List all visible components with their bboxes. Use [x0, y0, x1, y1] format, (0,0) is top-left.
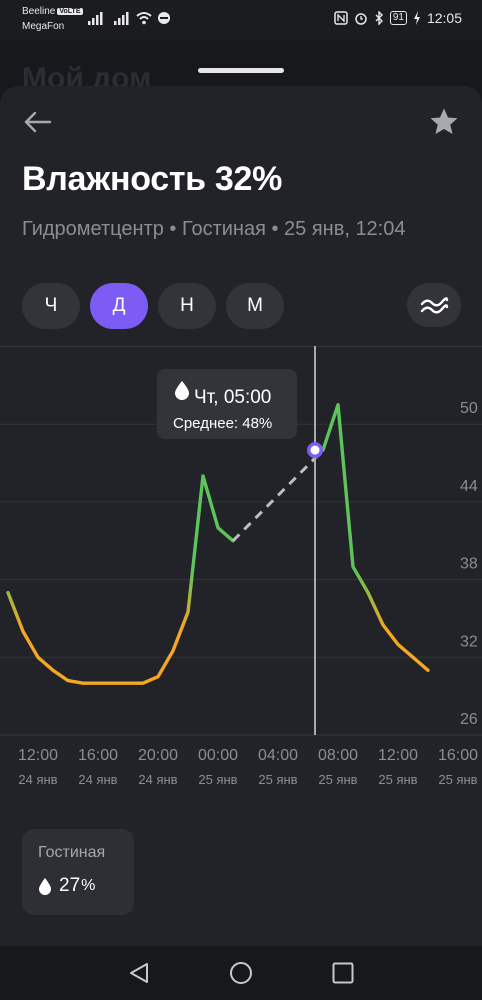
y-tick-label: 32: [460, 633, 478, 650]
favorite-button[interactable]: [428, 106, 460, 138]
y-tick-label: 44: [460, 478, 478, 495]
x-tick-time: 08:00: [318, 747, 358, 764]
x-tick-time: 04:00: [258, 747, 298, 764]
x-tick-date: 25 янв: [258, 772, 297, 787]
compare-button[interactable]: [407, 283, 461, 327]
wifi-icon: [136, 12, 152, 25]
humidity-sheet: Влажность 32% Гидрометцентр • Гостиная •…: [0, 86, 482, 946]
room-card[interactable]: Гостиная 27%: [22, 829, 134, 915]
nfc-icon: [334, 11, 348, 25]
alarm-icon: [355, 13, 367, 25]
y-tick-label: 38: [460, 556, 478, 573]
room-humidity-value: 27: [59, 875, 81, 896]
x-tick-date: 25 янв: [378, 772, 417, 787]
status-right: 91 12:05: [334, 10, 462, 26]
x-tick-date: 24 янв: [78, 772, 117, 787]
x-tick-time: 12:00: [18, 747, 58, 764]
droplet-icon: [39, 878, 51, 895]
carrier-primary-name: Beeline: [22, 6, 56, 17]
nav-recents-button[interactable]: [331, 961, 355, 985]
status-bar: Beeline VoLTE MegaFon 91 12:05: [0, 0, 482, 40]
x-tick-time: 00:00: [198, 747, 238, 764]
room-name: Гостиная: [38, 844, 106, 861]
star-icon: [430, 108, 458, 134]
carrier-secondary-name: MegaFon: [22, 21, 65, 32]
x-tick-date: 24 янв: [18, 772, 57, 787]
room-humidity-unit: %: [81, 877, 96, 894]
y-axis: 26 32 38 44 50: [460, 400, 478, 728]
carrier-primary: Beeline VoLTE: [22, 6, 83, 17]
humidity-series-line: [321, 403, 430, 672]
y-tick-label: 26: [460, 711, 478, 728]
volte-badge: VoLTE: [57, 8, 83, 15]
period-month-button[interactable]: М: [226, 283, 284, 329]
circle-home-icon: [230, 962, 252, 984]
y-tick-label: 50: [460, 400, 478, 417]
signal-icon: [114, 12, 129, 25]
sync-icon: [158, 12, 170, 24]
x-tick-time: 16:00: [438, 747, 478, 764]
page-title: Влажность 32%: [22, 160, 283, 198]
charging-icon: [413, 11, 420, 25]
page-subtitle: Гидрометцентр • Гостиная • 25 янв, 12:04: [22, 218, 406, 240]
nav-home-button[interactable]: [229, 961, 253, 985]
cursor-dot-center: [310, 445, 320, 455]
system-nav-bar: [0, 946, 482, 1000]
tooltip-time: Чт, 05:00: [194, 387, 271, 408]
square-recents-icon: [332, 962, 354, 984]
clock: 12:05: [426, 10, 462, 26]
x-tick-time: 16:00: [78, 747, 118, 764]
humidity-series-line: [6, 474, 235, 685]
wave-compare-icon: [420, 297, 449, 314]
period-week-button[interactable]: Н: [158, 283, 216, 329]
x-axis: 12:00 24 янв 16:00 24 янв 20:00 24 янв 00:00 25…: [18, 747, 478, 787]
tooltip-background: [157, 369, 297, 439]
x-tick-date: 25 янв: [318, 772, 357, 787]
period-day-button[interactable]: Д: [90, 283, 148, 329]
bluetooth-icon: [375, 11, 383, 25]
sheet-drag-handle[interactable]: [198, 68, 284, 73]
triangle-back-icon: [130, 963, 148, 983]
gap-series-line: [231, 449, 325, 542]
arrow-left-icon: [24, 111, 52, 133]
tooltip-value: Среднее: 48%: [173, 415, 272, 432]
battery-level: 91: [389, 11, 407, 25]
room-value: 27%: [38, 875, 95, 897]
droplet-icon: [175, 381, 189, 400]
chart-tooltip: Чт, 05:00 Среднее: 48%: [157, 369, 297, 439]
x-tick-time: 20:00: [138, 747, 178, 764]
period-hour-button[interactable]: Ч: [22, 283, 80, 329]
x-tick-time: 12:00: [378, 747, 418, 764]
x-tick-date: 24 янв: [138, 772, 177, 787]
humidity-chart[interactable]: 26 32 38 44 50 Чт, 05:00 Среднее: 48% 12:00 2…: [0, 346, 482, 806]
x-tick-date: 25 янв: [438, 772, 477, 787]
series-layer: [6, 403, 430, 685]
x-tick-date: 25 янв: [198, 772, 237, 787]
nav-back-button[interactable]: [127, 961, 151, 985]
signal-icon: [88, 12, 103, 25]
back-button[interactable]: [22, 106, 54, 138]
